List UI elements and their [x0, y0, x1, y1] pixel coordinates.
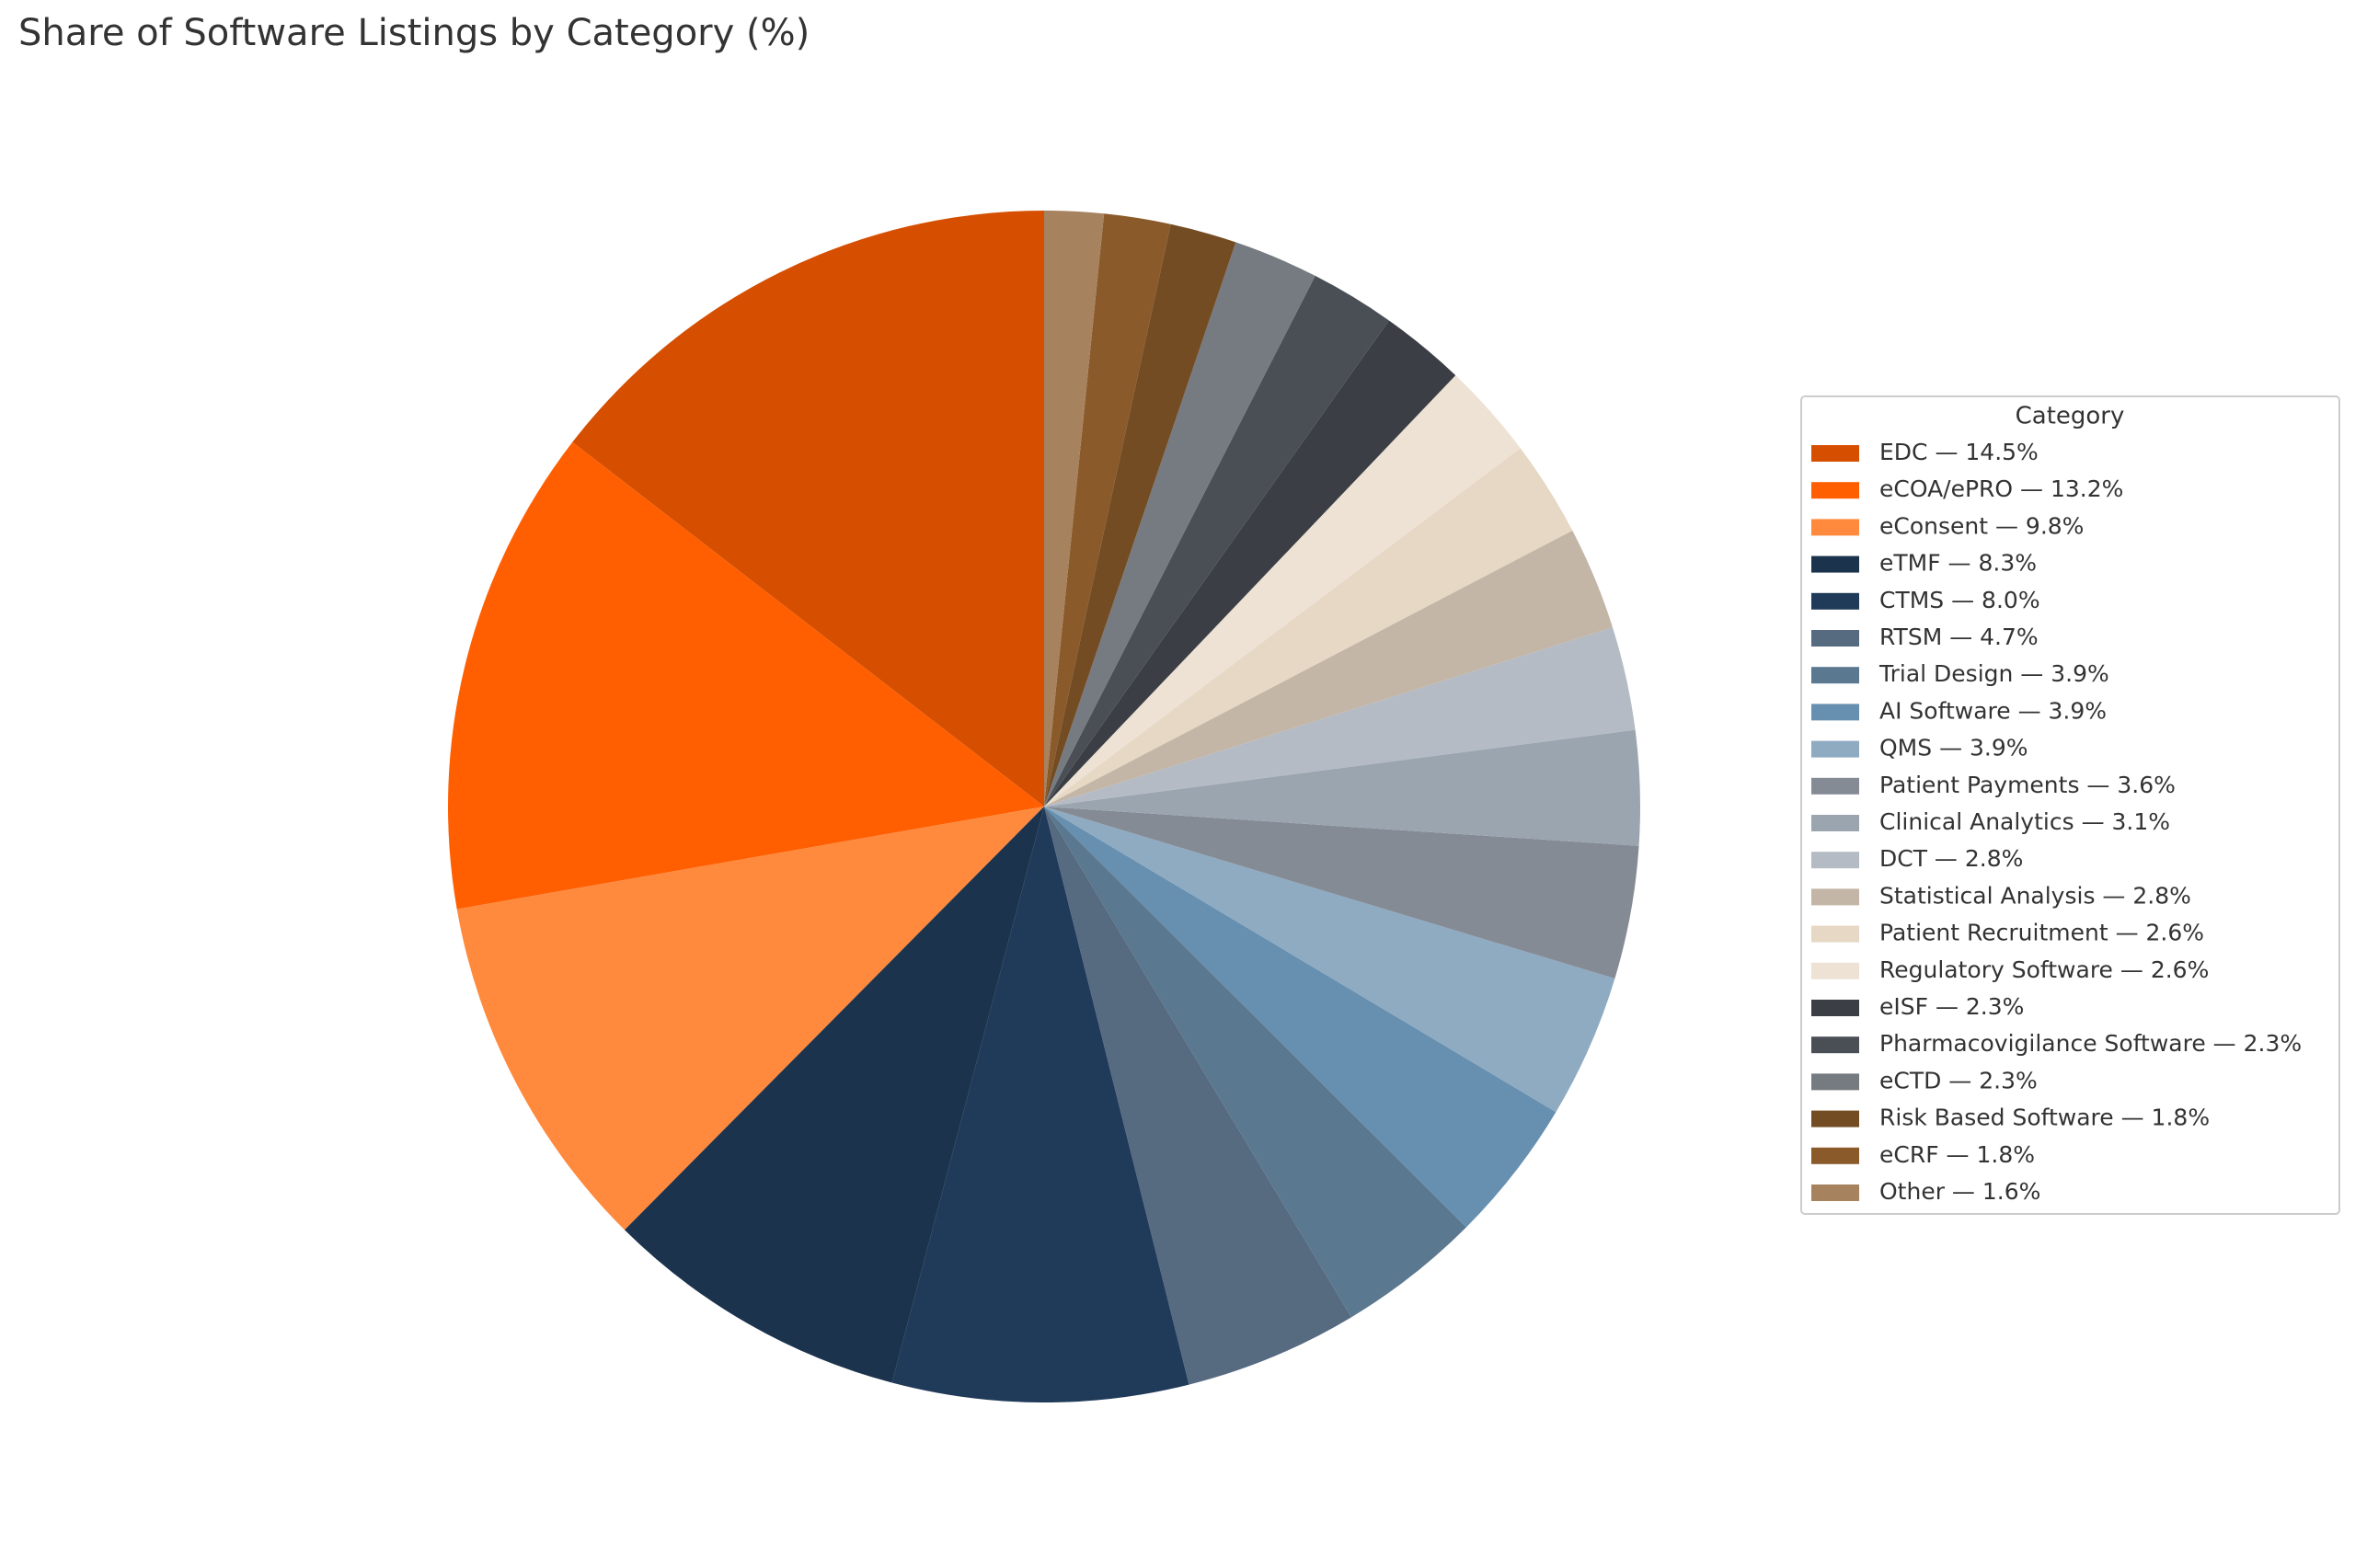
pie-wedge [891, 807, 1189, 1402]
legend-label: EDC — 14.5% [1879, 439, 2039, 465]
pie-wedge [1044, 807, 1466, 1318]
pie-wedge [1044, 807, 1557, 1228]
legend-label: eCOA/ePRO — 13.2% [1879, 475, 2123, 502]
legend-swatch [1811, 445, 1859, 462]
legend-swatch [1811, 777, 1859, 795]
legend-swatch [1811, 962, 1859, 979]
legend-label: QMS — 3.9% [1879, 735, 2028, 761]
legend-swatch [1811, 1073, 1859, 1091]
legend-swatch [1811, 1000, 1859, 1016]
pie-wedge [1044, 530, 1614, 807]
legend-label: Statistical Analysis — 2.8% [1879, 882, 2191, 909]
legend-swatch [1811, 740, 1859, 758]
legend-label: eCTD — 2.3% [1879, 1067, 2038, 1093]
pie-wedge [1044, 729, 1640, 846]
legend-swatch [1811, 815, 1859, 831]
legend-box [1800, 395, 2340, 1215]
legend-swatch [1811, 1036, 1859, 1054]
pie-wedge [1044, 211, 1105, 807]
legend-label: eConsent — 9.8% [1879, 512, 2084, 539]
legend-title: Category [2016, 403, 2125, 430]
legend-label: DCT — 2.8% [1879, 845, 2023, 872]
pie-wedge [1044, 448, 1573, 807]
pie-wedge [448, 441, 1044, 910]
pie-wedge [1044, 213, 1171, 807]
legend-label: Pharmacovigilance Software — 2.3% [1879, 1030, 2302, 1057]
legend-swatch [1811, 592, 1859, 610]
legend-label: Regulatory Software — 2.6% [1879, 956, 2209, 983]
legend-label: Other — 1.6% [1879, 1178, 2040, 1205]
pie-wedge [1044, 320, 1456, 807]
pie-wedge [1044, 807, 1639, 979]
pie-wedge [1044, 807, 1351, 1385]
legend-swatch [1811, 925, 1859, 943]
legend-label: eTMF — 8.3% [1879, 550, 2037, 577]
legend-swatch [1811, 1185, 1859, 1201]
legend-swatch [1811, 482, 1859, 499]
legend-swatch [1811, 630, 1859, 647]
legend-label: CTMS — 8.0% [1879, 587, 2040, 613]
legend-swatch [1811, 1110, 1859, 1127]
pie-wedge [1044, 807, 1615, 1113]
pie-wedge [1044, 242, 1315, 807]
legend-swatch [1811, 888, 1859, 906]
pie-wedge [572, 211, 1044, 807]
legend-swatch [1811, 704, 1859, 721]
legend-label: Patient Recruitment — 2.6% [1879, 920, 2204, 946]
pie-wedge [1044, 223, 1236, 807]
pie-wedge [624, 807, 1044, 1383]
legend-label: Patient Payments — 3.6% [1879, 772, 2176, 798]
legend-label: Trial Design — 3.9% [1878, 660, 2109, 687]
legend-swatch [1811, 519, 1859, 536]
pie-wedge [1044, 627, 1636, 807]
pie-wedge [1044, 375, 1521, 807]
legend-swatch [1811, 1147, 1859, 1164]
legend-swatch [1811, 555, 1859, 573]
pie-wedge [456, 807, 1045, 1230]
chart-title: Share of Software Listings by Category (… [18, 12, 810, 54]
legend-swatch [1811, 852, 1859, 869]
legend-swatch [1811, 667, 1859, 684]
legend-label: AI Software — 3.9% [1879, 697, 2107, 724]
legend-label: Clinical Analytics — 3.1% [1879, 808, 2170, 835]
legend-label: eISF — 2.3% [1879, 993, 2024, 1020]
legend-label: Risk Based Software — 1.8% [1879, 1104, 2210, 1131]
legend-label: eCRF — 1.8% [1879, 1141, 2035, 1168]
pie-wedge [1044, 275, 1389, 807]
legend-label: RTSM — 4.7% [1879, 624, 2039, 650]
